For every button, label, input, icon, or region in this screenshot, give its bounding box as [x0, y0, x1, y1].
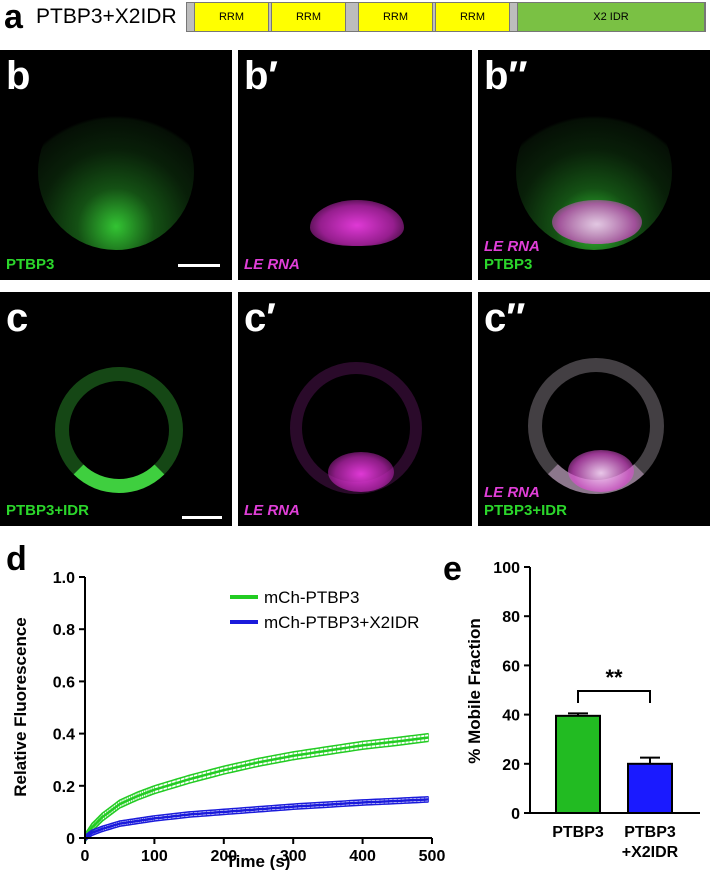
category-label-0: PTBP3 [552, 824, 604, 841]
x-tick-label: 300 [280, 848, 307, 865]
micrograph-c: c PTBP3+IDR [0, 292, 232, 526]
x-tick-label: 100 [141, 848, 168, 865]
series-line [84, 798, 429, 839]
x-tick-label: 500 [419, 848, 446, 865]
micrograph-c-prime-label: LE RNA [244, 502, 300, 519]
rna-merge-b [552, 200, 642, 244]
error-lower [84, 740, 429, 843]
y-tick-label: 1.0 [53, 570, 75, 587]
significance-label: ** [605, 665, 623, 690]
y-tick-label: 20 [502, 757, 520, 774]
embryo-green [38, 94, 194, 250]
x-tick-label: 200 [210, 848, 237, 865]
panel-e-letter: e [443, 550, 462, 588]
error-lower [84, 801, 429, 842]
domain-rrm-4: RRM [435, 3, 510, 31]
bar-1 [627, 762, 673, 815]
domain-rrm-2: RRM [271, 3, 346, 31]
micrograph-b-double-prime: b″ LE RNA PTBP3 [478, 50, 710, 280]
series-line [83, 736, 429, 839]
rna-signal-b [310, 200, 404, 246]
bar-0 [555, 714, 601, 814]
micrograph-b-double-prime-letter: b″ [484, 54, 528, 98]
series-0 [83, 732, 430, 843]
y-tick-label: 100 [493, 560, 520, 577]
x-tick-label: 0 [81, 848, 90, 865]
domain-rrm-3: RRM [358, 3, 433, 31]
y-tick-label: 0.8 [53, 622, 75, 639]
domain-rrm-1: RRM [194, 3, 269, 31]
micrograph-b-prime-letter: b′ [244, 54, 279, 98]
micrograph-b-double-prime-label-1: LE RNA [484, 238, 540, 255]
x-axis-label: Time (s) [226, 852, 291, 870]
legend-label-ptbp3: mCh-PTBP3 [264, 588, 359, 607]
panel-d-letter: d [6, 540, 27, 578]
y-tick-label: 80 [502, 609, 520, 626]
series-1 [84, 796, 430, 842]
scale-bar-c [182, 516, 222, 519]
panel-a-letter: a [4, 0, 23, 36]
micrograph-b-double-prime-label-2: PTBP3 [484, 256, 533, 273]
rna-merge-c [568, 450, 634, 492]
rna-signal-c [328, 452, 394, 492]
category-label-1: PTBP3 +X2IDR [622, 824, 679, 861]
y-tick-label: 0.2 [53, 779, 75, 796]
legend-label-ptbp3-x2idr: mCh-PTBP3+X2IDR [264, 613, 419, 632]
y-axis-label: Relative Fluorescence [11, 617, 30, 797]
construct-label: PTBP3+X2IDR [36, 5, 177, 28]
error-upper [84, 732, 429, 835]
y-tick-label: 60 [502, 658, 520, 675]
y-tick-label: 0.4 [53, 727, 75, 744]
micrograph-b-label: PTBP3 [6, 256, 55, 273]
micrograph-c-letter: c [6, 296, 29, 340]
micrograph-c-double-prime-letter: c″ [484, 296, 526, 340]
legend: mCh-PTBP3 mCh-PTBP3+X2IDR [230, 588, 419, 632]
micrograph-b-prime: b′ LE RNA [238, 50, 472, 280]
y-tick-label: 0.6 [53, 674, 75, 691]
micrograph-c-prime: c′ LE RNA [238, 292, 472, 526]
micrograph-b-prime-label: LE RNA [244, 256, 300, 273]
error-upper [84, 796, 429, 836]
y-tick-label: 0 [511, 806, 520, 823]
micrograph-c-double-prime-label-1: LE RNA [484, 484, 540, 501]
embryo-ring-c [55, 367, 183, 493]
mobile-fraction-chart: 0 20 40 60 80 100 PTBP3 PTBP3 +X2IDR % Mobile F… [465, 560, 700, 861]
x-tick-label: 400 [349, 848, 376, 865]
micrograph-c-label: PTBP3+IDR [6, 502, 89, 519]
y-tick-label: 0 [66, 831, 75, 848]
y-tick-label: 40 [502, 708, 520, 725]
frap-recovery-chart: 0 0.2 0.4 0.6 0.8 1.0 0 100 200 300 400 500 Relati… [11, 570, 446, 870]
micrograph-c-double-prime: c″ LE RNA PTBP3+IDR [478, 292, 710, 526]
domain-diagram: RRM RRM RRM RRM X2 IDR [186, 2, 706, 32]
scale-bar-b [178, 264, 220, 267]
micrograph-c-double-prime-label-2: PTBP3+IDR [484, 502, 567, 519]
micrograph-c-prime-letter: c′ [244, 296, 276, 340]
y-axis-label: % Mobile Fraction [465, 618, 484, 763]
domain-x2-idr: X2 IDR [517, 3, 705, 31]
micrograph-b: b PTBP3 [0, 50, 232, 280]
micrograph-b-letter: b [6, 54, 31, 98]
significance-bracket [577, 690, 651, 703]
